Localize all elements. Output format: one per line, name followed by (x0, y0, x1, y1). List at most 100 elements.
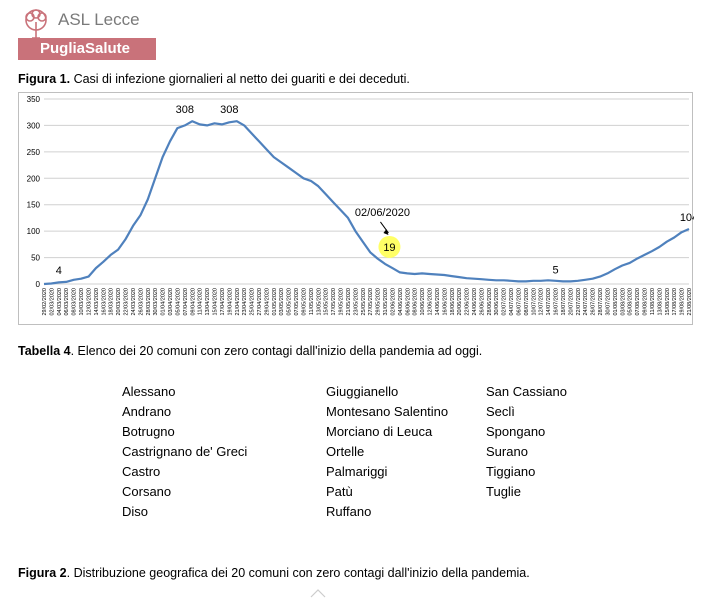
figure2-label: Figura 2 (18, 566, 67, 580)
x-tick-label: 07/04/2020 (183, 288, 189, 316)
x-tick-label: 02/06/2020 (390, 288, 396, 316)
x-tick-label: 20/07/2020 (568, 288, 574, 316)
x-tick-label: 24/07/2020 (583, 288, 589, 316)
x-tick-label: 22/07/2020 (576, 288, 582, 316)
x-tick-label: 21/04/2020 (235, 288, 241, 316)
x-tick-label: 26/07/2020 (591, 288, 597, 316)
x-tick-label: 11/05/2020 (309, 288, 315, 315)
chevron-up-icon (310, 589, 326, 598)
x-tick-label: 15/08/2020 (665, 288, 671, 316)
x-tick-label: 16/07/2020 (554, 288, 560, 316)
arrow-head (383, 228, 389, 235)
x-tick-label: 13/04/2020 (205, 288, 211, 316)
x-tick-label: 25/04/2020 (250, 288, 256, 316)
tree-icon (25, 9, 47, 39)
data-label: 19 (383, 242, 395, 254)
x-tick-label: 06/03/2020 (64, 288, 70, 316)
x-tick-label: 02/07/2020 (502, 288, 508, 316)
town-item: Tiggiano (486, 464, 536, 479)
x-tick-label: 12/06/2020 (428, 288, 434, 316)
y-tick-label: 250 (27, 148, 41, 157)
x-tick-label: 30/03/2020 (153, 288, 159, 316)
town-item: Morciano di Leuca (326, 424, 433, 439)
towns-column-3: San Cassiano Seclì Spongano Surano Tiggiano T… (486, 382, 567, 502)
x-tick-label: 17/05/2020 (331, 288, 337, 316)
x-tick-label: 09/08/2020 (643, 288, 649, 316)
logo-bar: PugliaSalute (18, 38, 156, 60)
x-tick-label: 27/05/2020 (368, 288, 374, 316)
x-tick-label: 26/03/2020 (138, 288, 144, 316)
x-tick-label: 01/04/2020 (161, 288, 167, 316)
x-tick-label: 06/07/2020 (516, 288, 522, 316)
table4-text: . Elenco dei 20 comuni con zero contagi … (70, 344, 483, 358)
town-item: Castrignano de' Greci (122, 444, 248, 459)
x-tick-label: 08/07/2020 (524, 288, 530, 316)
logo-bar-text: PugliaSalute (40, 40, 131, 57)
x-tick-label: 04/06/2020 (398, 288, 404, 316)
x-tick-label: 12/03/2020 (86, 288, 92, 316)
asl-logo: ASL Lecce PugliaSalute (18, 8, 158, 60)
data-label: 5 (552, 264, 558, 276)
x-tick-label: 04/07/2020 (509, 288, 515, 316)
town-item: Ortelle (326, 444, 365, 459)
x-tick-label: 05/04/2020 (175, 288, 181, 316)
x-tick-label: 27/04/2020 (257, 288, 263, 316)
x-tick-label: 21/05/2020 (346, 288, 352, 316)
cases-chart: 0 50 100 150 200 250 300 350 29/02/2020 02/03/202… (18, 92, 694, 325)
x-tick-label: 19/04/2020 (227, 288, 233, 316)
x-tick-label: 10/03/2020 (79, 288, 85, 316)
town-item: Ruffano (326, 504, 372, 519)
town-item: Castro (122, 464, 161, 479)
x-tick-label: 21/08/2020 (687, 288, 693, 316)
towns-column-2: Giuggianello Montesano Salentino Morciano … (326, 382, 448, 522)
x-tick-label: 01/05/2020 (272, 288, 278, 316)
x-tick-label: 07/05/2020 (294, 288, 300, 316)
logo-name: ASL Lecce (58, 10, 140, 29)
x-tick-label: 20/03/2020 (116, 288, 122, 316)
x-tick-label: 30/06/2020 (494, 288, 500, 316)
x-tick-label: 08/03/2020 (72, 288, 78, 316)
y-tick-label: 300 (27, 121, 41, 130)
town-item: Seclì (486, 404, 515, 419)
x-tick-label: 19/05/2020 (339, 288, 345, 316)
y-tick-label: 0 (36, 280, 41, 289)
x-tick-label: 25/05/2020 (361, 288, 367, 316)
x-tick-label: 22/06/2020 (465, 288, 471, 316)
towns-column-1: Alessano Andrano Botrugno Castrignano de' G… (122, 382, 247, 522)
y-tick-label: 200 (27, 174, 41, 183)
x-tick-label: 09/05/2020 (301, 288, 307, 316)
x-tick-label: 08/06/2020 (413, 288, 419, 316)
town-item: Tuglie (486, 484, 521, 499)
cases-chart-svg: 0 50 100 150 200 250 300 350 29/02/2020 02/03/202… (27, 95, 694, 316)
x-tick-label: 14/03/2020 (94, 288, 100, 316)
x-tick-label: 29/04/2020 (264, 288, 270, 316)
town-item: Giuggianello (326, 384, 399, 399)
y-tick-label: 350 (27, 95, 41, 104)
x-tick-label: 13/08/2020 (657, 288, 663, 316)
town-item: Botrugno (122, 424, 175, 439)
x-tick-label: 14/07/2020 (546, 288, 552, 316)
date-annotation: 02/06/2020 (355, 207, 410, 219)
x-tick-label: 04/03/2020 (57, 288, 63, 316)
figure1-label: Figura 1. (18, 72, 71, 86)
town-item: Palmariggi (326, 464, 388, 479)
town-item: Alessano (122, 384, 176, 399)
y-tick-label: 100 (27, 227, 41, 236)
x-tick-label: 11/08/2020 (650, 288, 656, 315)
x-tick-label: 22/03/2020 (124, 288, 130, 316)
table4-caption: Tabella 4. Elenco dei 20 comuni con zero… (18, 344, 482, 358)
x-tick-label: 24/06/2020 (472, 288, 478, 316)
x-tick-label: 17/04/2020 (220, 288, 226, 316)
x-tick-label: 20/06/2020 (457, 288, 463, 316)
x-tick-label: 26/06/2020 (479, 288, 485, 316)
x-tick-label: 02/03/2020 (49, 288, 55, 316)
x-tick-label: 14/06/2020 (435, 288, 441, 316)
x-tick-label: 15/05/2020 (324, 288, 330, 316)
x-tick-label: 13/05/2020 (316, 288, 322, 316)
x-tick-label: 03/08/2020 (620, 288, 626, 316)
x-tick-label: 16/03/2020 (101, 288, 107, 316)
data-label: 308 (176, 104, 194, 116)
x-tick-label: 01/08/2020 (613, 288, 619, 316)
x-tick-label: 07/08/2020 (635, 288, 641, 316)
figure2-text: . Distribuzione geografica dei 20 comuni… (66, 566, 530, 580)
